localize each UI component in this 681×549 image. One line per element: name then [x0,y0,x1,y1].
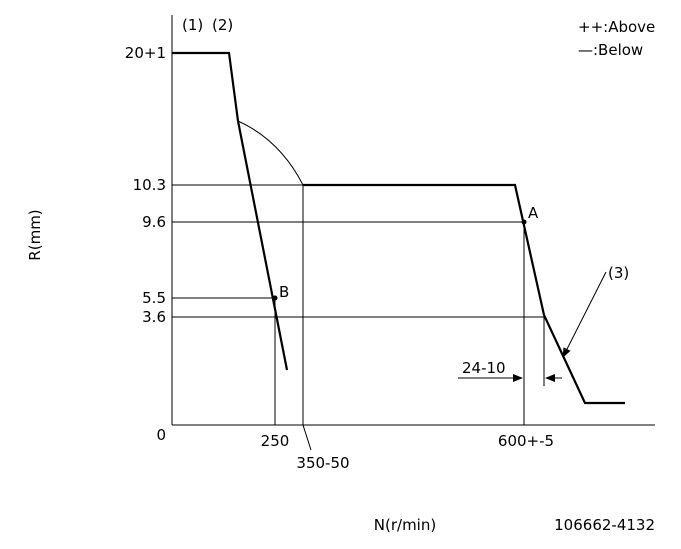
y-tick-label: 0 [156,426,166,444]
guides [172,184,607,451]
y-tick-label: 3.6 [142,308,166,326]
curves [172,51,625,405]
x-tick-label: 600+-5 [498,432,554,450]
legend: ++:Above [578,18,655,36]
note: (1) [182,16,203,34]
y-tick-label: 10.3 [133,176,166,194]
y-axis-title: R(mm) [26,209,44,260]
note: (2) [212,16,233,34]
point-label: B [279,283,289,301]
y-tick-label: 5.5 [142,289,166,307]
axes [171,15,655,426]
dimension: 24-10 [462,359,506,377]
y-tick-label: 20+1 [125,44,166,62]
x-axis-title: N(r/min) [374,516,436,534]
point-label: A [528,204,539,222]
note: (3) [608,264,629,282]
y-tick-label: 9.6 [142,213,166,231]
x-tick-label: 250 [261,432,290,450]
x-tick-label: 350-50 [296,454,349,472]
part-number: 106662-4132 [554,516,655,534]
legend: —:Below [578,41,643,59]
